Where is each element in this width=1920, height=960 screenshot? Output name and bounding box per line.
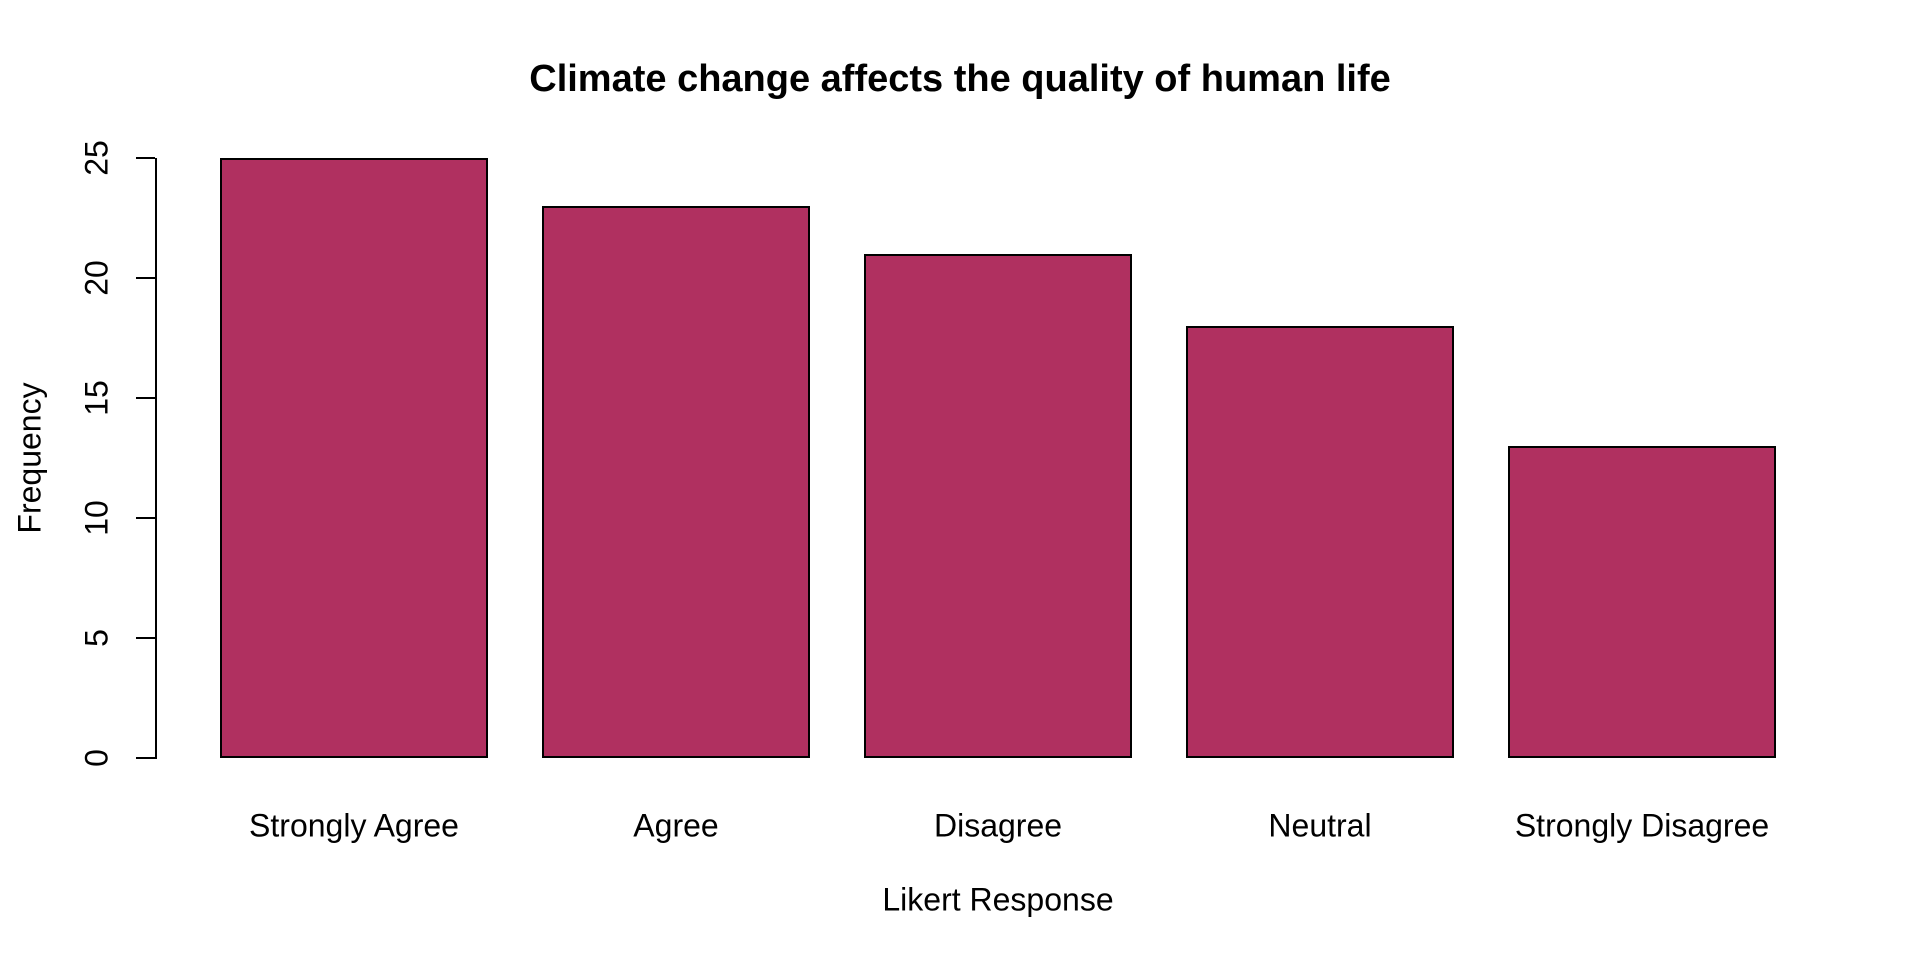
y-axis-tick xyxy=(136,397,155,399)
y-axis-tick-label: 15 xyxy=(78,380,115,416)
y-axis-tick-label: 0 xyxy=(78,749,115,767)
x-axis-category-label: Strongly Disagree xyxy=(1514,807,1770,844)
y-axis-tick-label: 25 xyxy=(78,140,115,176)
bar-strongly-agree xyxy=(220,158,488,758)
y-axis-line xyxy=(155,158,157,759)
x-axis-category-label: Strongly Agree xyxy=(249,807,459,844)
x-axis-category-label: Agree xyxy=(633,807,719,844)
y-axis-tick xyxy=(136,517,155,519)
y-axis-tick-label: 10 xyxy=(78,500,115,536)
x-axis-category-label: Disagree xyxy=(933,807,1063,844)
bar-strongly-disagree xyxy=(1508,446,1776,758)
bar-disagree xyxy=(864,254,1132,758)
y-axis-tick xyxy=(136,157,155,159)
x-axis-label: Likert Response xyxy=(882,881,1114,918)
y-axis-tick xyxy=(136,757,155,759)
bar-agree xyxy=(542,206,810,758)
y-axis-tick-label: 5 xyxy=(78,629,115,647)
bar-neutral xyxy=(1186,326,1454,758)
y-axis-tick-label: 20 xyxy=(78,260,115,296)
y-axis-tick xyxy=(136,637,155,639)
chart-title: Climate change affects the quality of hu… xyxy=(529,58,1391,100)
x-axis-category-label: Neutral xyxy=(1268,807,1372,844)
y-axis-tick xyxy=(136,277,155,279)
y-axis-label: Frequency xyxy=(11,382,48,534)
